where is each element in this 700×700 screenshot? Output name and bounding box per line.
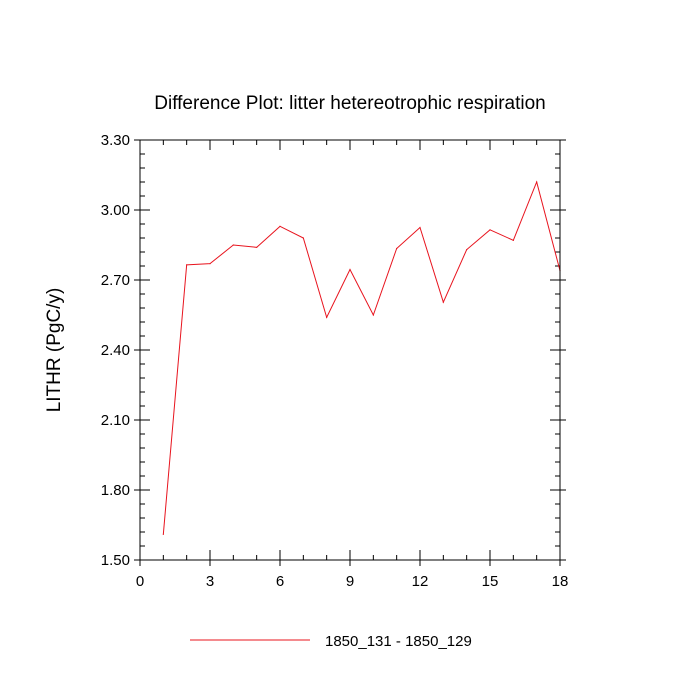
data-point [512, 239, 514, 241]
data-point [326, 316, 328, 318]
legend: 1850_131 - 1850_129 [190, 633, 472, 650]
chart-title: Difference Plot: litter hetereotrophic r… [154, 93, 545, 114]
y-axis-label: LITHR (PgC/y) [44, 288, 65, 413]
series-line-0 [162, 180, 561, 535]
y-tick-label: 1.50 [101, 552, 130, 569]
data-point [466, 249, 468, 251]
data-point [442, 301, 444, 303]
data-point [396, 247, 398, 250]
x-tick-label: 6 [276, 573, 284, 590]
data-point [186, 264, 188, 266]
y-tick-label: 2.40 [101, 342, 130, 359]
x-tick-label: 15 [482, 573, 499, 590]
axis-tick-labels: 0 3 6 9 12 15 18 1.50 1.80 2.10 2.40 2.70 3.00 3.30 [101, 132, 569, 590]
x-tick-label: 12 [412, 573, 429, 590]
data-point [419, 226, 421, 229]
y-tick-label: 3.00 [101, 202, 130, 219]
data-point [536, 181, 538, 183]
data-point [372, 314, 374, 316]
x-tick-label: 0 [136, 573, 144, 590]
y-tick-label: 2.10 [101, 412, 130, 429]
y-tick-label: 3.30 [101, 132, 130, 149]
data-point [162, 533, 164, 535]
axis-ticks [134, 139, 566, 566]
data-point [232, 244, 234, 246]
x-tick-label: 3 [206, 573, 214, 590]
data-point [209, 263, 211, 265]
data-point [489, 229, 491, 231]
y-tick-label: 1.80 [101, 482, 130, 499]
data-point [256, 246, 258, 248]
data-point [279, 225, 281, 227]
y-tick-label: 2.70 [101, 272, 130, 289]
legend-label: 1850_131 - 1850_129 [325, 633, 472, 650]
data-point [302, 237, 304, 239]
x-tick-label: 18 [552, 573, 569, 590]
x-tick-label: 9 [346, 573, 354, 590]
series-layer [162, 180, 561, 535]
plot-frame [139, 139, 561, 561]
data-point [349, 268, 351, 271]
